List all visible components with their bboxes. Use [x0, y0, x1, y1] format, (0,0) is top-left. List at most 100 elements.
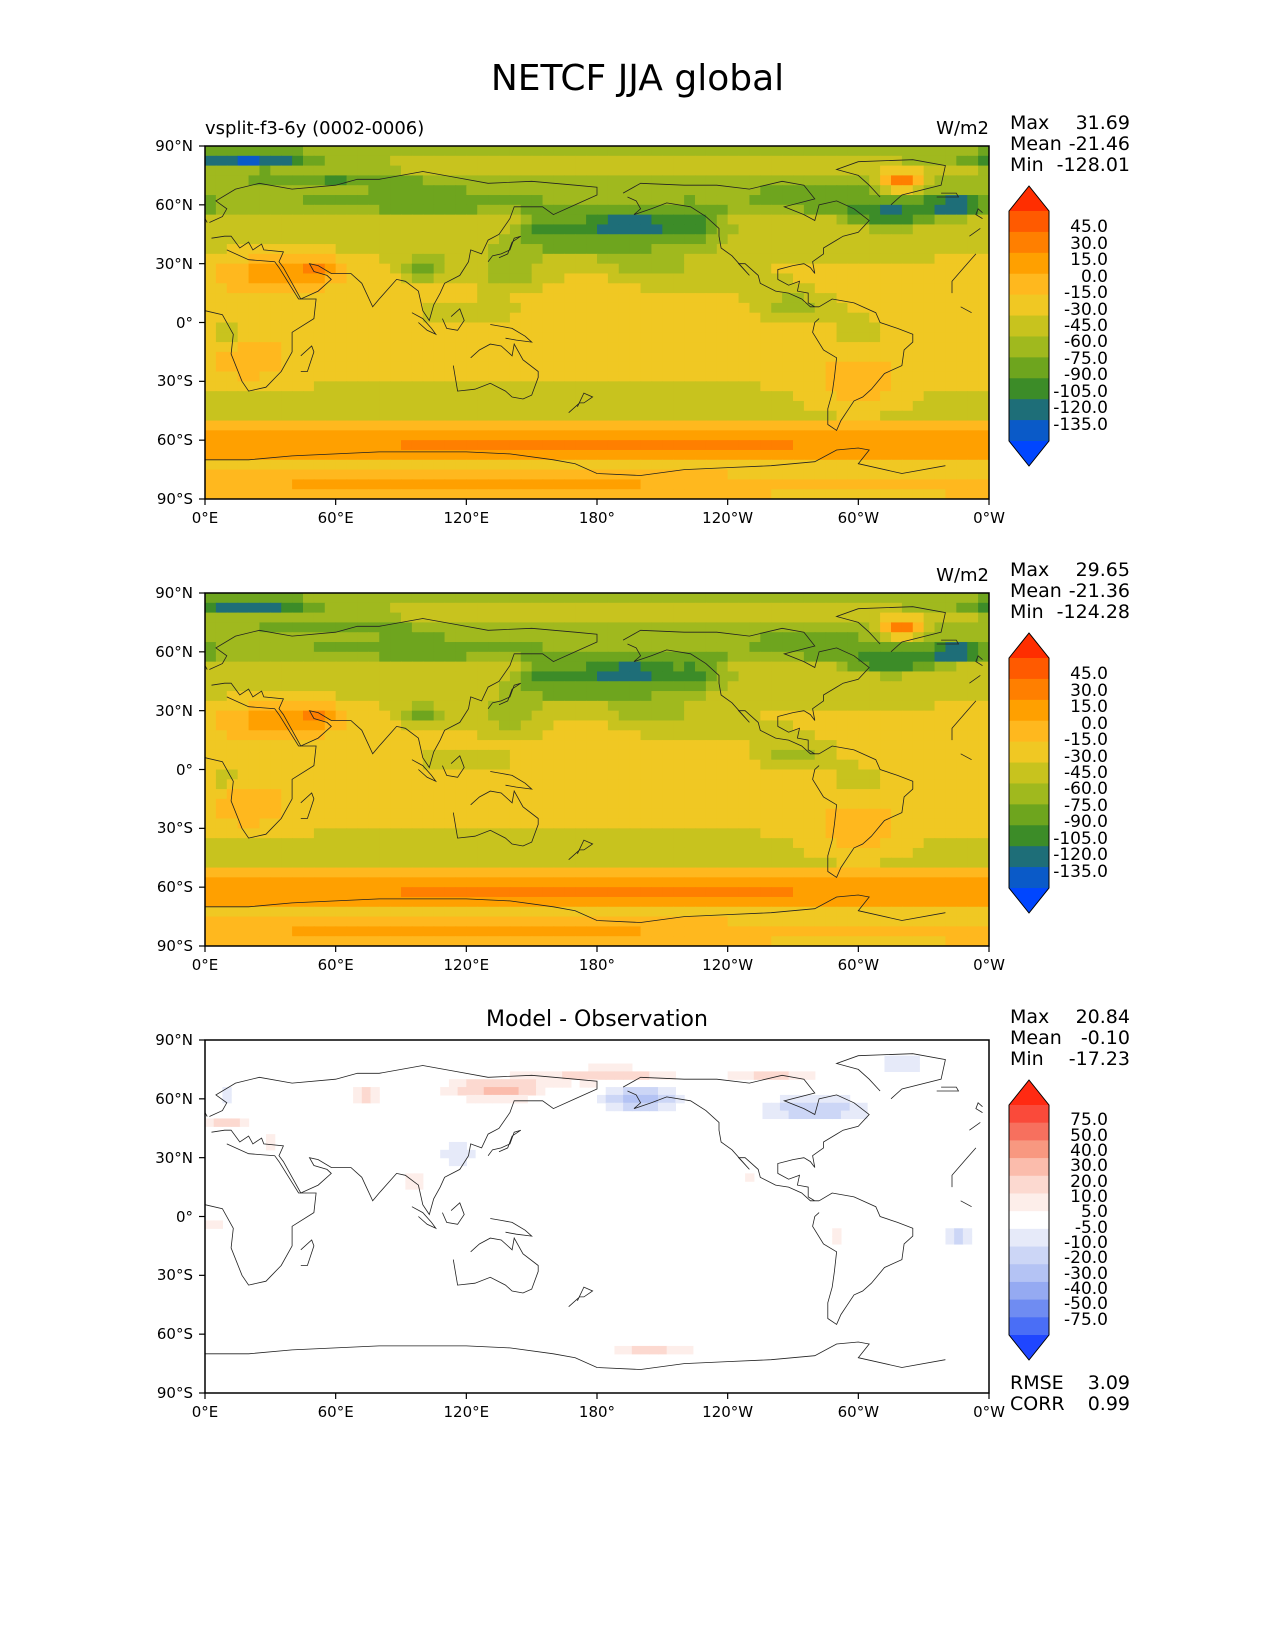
map-cell	[858, 214, 870, 226]
map-cell	[357, 887, 369, 898]
map-cell	[662, 808, 674, 820]
map-cell	[695, 847, 707, 859]
map-cell	[891, 642, 903, 653]
map-cell	[705, 642, 718, 653]
map-cell	[891, 779, 903, 790]
map-cell	[803, 410, 816, 422]
map-cell	[738, 204, 751, 216]
map-cell	[477, 351, 489, 363]
map-cell	[651, 273, 663, 284]
map-cell	[477, 651, 489, 663]
map-cell	[313, 887, 326, 898]
map-cell	[335, 828, 348, 839]
map-cell	[782, 322, 794, 333]
map-cell	[836, 847, 849, 859]
map-cell	[335, 449, 348, 461]
map-cell	[618, 857, 631, 869]
map-cell	[847, 612, 859, 624]
map-cell	[880, 332, 892, 343]
map-cell	[466, 273, 478, 284]
map-cell	[836, 808, 849, 820]
map-cell	[912, 779, 925, 790]
map-cell	[390, 798, 402, 810]
map-cell	[520, 263, 533, 275]
map-cell	[259, 342, 271, 353]
map-cell	[836, 391, 849, 402]
map-cell	[390, 273, 402, 284]
map-cell	[401, 342, 413, 353]
map-cell	[292, 730, 304, 741]
map-cell	[455, 661, 467, 673]
map-cell	[477, 479, 489, 490]
map-cell	[858, 789, 870, 800]
map-cell	[520, 749, 533, 761]
map-cell	[270, 224, 282, 235]
map-cell	[782, 263, 794, 275]
map-cell	[684, 857, 696, 869]
map-cell	[357, 622, 369, 633]
map-cell	[607, 700, 620, 712]
map-cell	[455, 700, 467, 712]
map-cell	[901, 828, 914, 839]
map-cell	[836, 195, 849, 206]
map-cell	[912, 165, 925, 177]
map-cell	[215, 440, 228, 451]
map-cell	[444, 593, 457, 604]
map-cell	[662, 440, 674, 451]
map-cell	[379, 224, 391, 235]
map-cell	[335, 740, 348, 751]
map-cell	[433, 681, 446, 692]
map-cell	[651, 622, 663, 633]
map-cell	[956, 691, 968, 702]
map-cell	[564, 400, 576, 412]
map-cell	[956, 253, 968, 265]
map-cell	[379, 661, 391, 673]
map-cell	[684, 400, 696, 412]
map-cell	[814, 612, 827, 624]
map-cell	[825, 867, 838, 878]
map-cell	[934, 273, 947, 284]
map-cell	[520, 759, 533, 771]
map-cell	[673, 469, 685, 480]
map-cell	[782, 671, 794, 682]
map-cell	[237, 730, 250, 741]
map-cell	[978, 322, 989, 333]
map-cell	[259, 818, 271, 829]
map-cell	[945, 808, 957, 820]
map-cell	[803, 293, 816, 304]
map-cell	[607, 906, 620, 918]
map-cell	[281, 769, 293, 780]
map-cell	[488, 469, 500, 480]
map-cell	[782, 195, 794, 206]
map-cell	[858, 681, 870, 692]
map-cell	[825, 155, 838, 167]
map-cell	[542, 789, 555, 800]
map-cell	[259, 489, 271, 499]
map-cell	[967, 175, 979, 186]
map-cell	[401, 642, 413, 653]
map-cell	[422, 887, 435, 898]
map-cell	[520, 430, 533, 441]
map-cell	[716, 351, 729, 363]
map-cell	[901, 720, 914, 731]
map-cell	[357, 730, 369, 741]
map-cell	[542, 312, 555, 324]
map-cell	[727, 896, 740, 908]
map-cell	[738, 651, 751, 663]
map-cell	[640, 185, 653, 196]
map-cell	[923, 877, 936, 888]
map-cell	[836, 691, 849, 702]
map-cell	[629, 593, 642, 604]
map-cell	[749, 400, 761, 412]
map-cell	[379, 440, 391, 451]
map-cell	[281, 361, 293, 373]
map-cell	[923, 332, 936, 343]
map-cell	[313, 175, 326, 186]
map-cell	[978, 769, 989, 780]
map-cell	[597, 293, 609, 304]
map-cell	[335, 642, 348, 653]
map-cell	[303, 730, 315, 741]
map-cell	[368, 244, 380, 255]
map-cell	[499, 740, 511, 751]
map-cell	[814, 671, 827, 682]
